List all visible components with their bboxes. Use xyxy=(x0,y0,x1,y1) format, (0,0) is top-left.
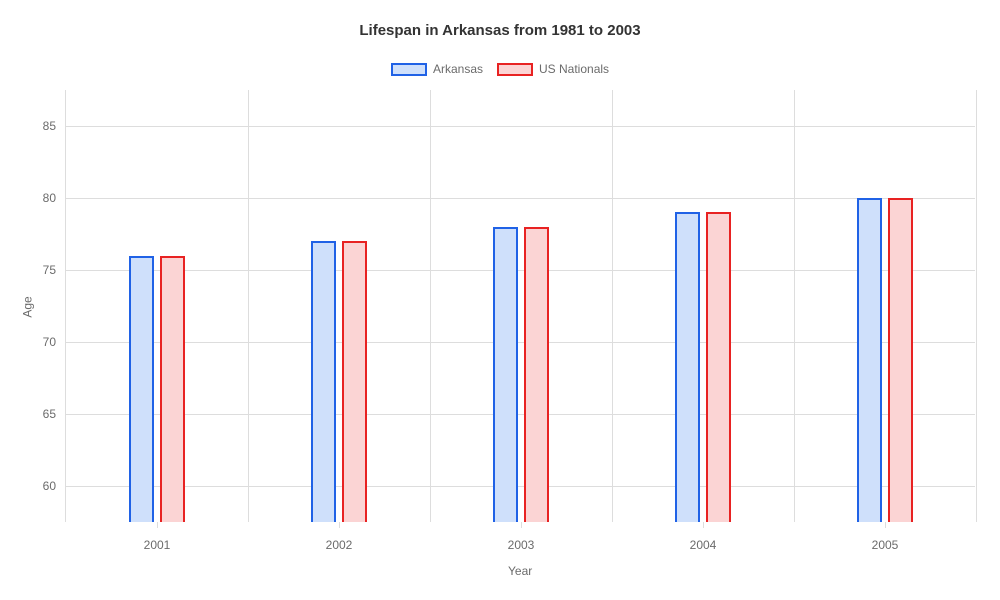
chart-title: Lifespan in Arkansas from 1981 to 2003 xyxy=(0,22,1000,39)
gridline-horizontal xyxy=(66,198,975,199)
bar xyxy=(706,212,731,522)
x-tick-mark xyxy=(703,522,704,528)
gridline-vertical xyxy=(976,90,977,522)
gridline-vertical xyxy=(612,90,613,522)
x-tick-label: 2003 xyxy=(508,538,535,552)
bar xyxy=(675,212,700,522)
gridline-vertical xyxy=(794,90,795,522)
x-tick-mark xyxy=(885,522,886,528)
gridline-horizontal xyxy=(66,342,975,343)
y-axis-label: Age xyxy=(21,296,35,317)
plot-area: 60657075808520012002200320042005 xyxy=(65,90,975,522)
x-axis-label: Year xyxy=(508,564,532,578)
legend-item: US Nationals xyxy=(497,62,609,76)
gridline-vertical xyxy=(430,90,431,522)
y-tick-label: 70 xyxy=(43,335,56,349)
x-tick-mark xyxy=(521,522,522,528)
x-tick-label: 2001 xyxy=(144,538,171,552)
y-tick-label: 65 xyxy=(43,407,56,421)
x-tick-mark xyxy=(157,522,158,528)
legend-swatch xyxy=(391,63,427,76)
legend-item: Arkansas xyxy=(391,62,483,76)
y-tick-label: 85 xyxy=(43,119,56,133)
y-tick-label: 60 xyxy=(43,479,56,493)
legend-label: Arkansas xyxy=(433,62,483,76)
gridline-horizontal xyxy=(66,414,975,415)
y-tick-label: 75 xyxy=(43,263,56,277)
gridline-horizontal xyxy=(66,486,975,487)
bar xyxy=(493,227,518,522)
bar xyxy=(311,241,336,522)
gridline-vertical xyxy=(248,90,249,522)
x-tick-mark xyxy=(339,522,340,528)
bar xyxy=(888,198,913,522)
x-tick-label: 2004 xyxy=(690,538,717,552)
legend: Arkansas US Nationals xyxy=(0,62,1000,76)
gridline-horizontal xyxy=(66,126,975,127)
legend-swatch xyxy=(497,63,533,76)
bar xyxy=(524,227,549,522)
x-tick-label: 2002 xyxy=(326,538,353,552)
legend-label: US Nationals xyxy=(539,62,609,76)
bar xyxy=(342,241,367,522)
gridline-horizontal xyxy=(66,270,975,271)
bar xyxy=(160,256,185,522)
bar xyxy=(857,198,882,522)
x-tick-label: 2005 xyxy=(872,538,899,552)
bar xyxy=(129,256,154,522)
y-tick-label: 80 xyxy=(43,191,56,205)
